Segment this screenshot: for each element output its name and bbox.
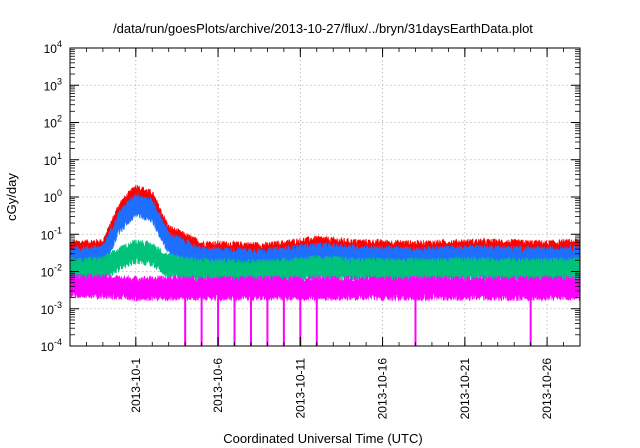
x-tick-label: 2013-10-11 — [293, 358, 307, 419]
series-3 — [69, 272, 581, 346]
ticks: 10-4 10-3 10-2 10-1 100 101 102 103 104 2013-10-1… — [41, 39, 581, 420]
y-tick-label: 10-1 — [41, 225, 62, 242]
x-tick-label: 2013-10-1 — [129, 358, 143, 413]
y-tick-label: 102 — [44, 114, 62, 131]
y-tick-label: 100 — [44, 188, 62, 205]
x-tick-label: 2013-10-6 — [211, 358, 225, 413]
x-tick-label: 2013-10-16 — [376, 358, 390, 420]
y-tick-label: 10-3 — [41, 300, 62, 317]
chart-title: /data/run/goesPlots/archive/2013-10-27/f… — [113, 21, 533, 36]
x-axis-label: Coordinated Universal Time (UTC) — [223, 431, 422, 446]
plot-frame — [69, 47, 581, 347]
series-group — [69, 184, 581, 346]
y-axis-label: cGy/day — [4, 173, 19, 221]
y-tick-label: 10-2 — [41, 263, 62, 280]
x-tick-label: 2013-10-26 — [540, 358, 554, 420]
x-tick-label: 2013-10-21 — [458, 358, 472, 420]
y-tick-label: 10-4 — [41, 337, 62, 354]
y-tick-label: 101 — [44, 151, 62, 168]
y-tick-label: 104 — [44, 39, 62, 56]
y-tick-label: 103 — [44, 76, 62, 93]
